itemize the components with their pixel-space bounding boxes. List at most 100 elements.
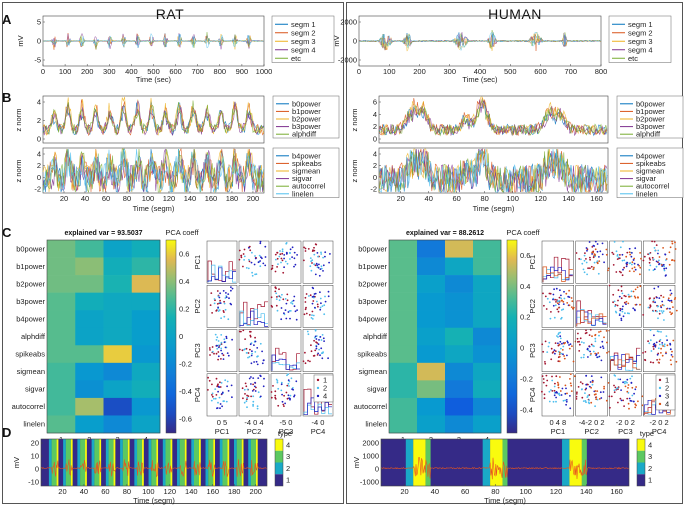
rat-features-top-ytick-label: 0 bbox=[37, 135, 41, 144]
rat-pc-scatter-point bbox=[274, 253, 277, 256]
human-pc-scatter-point bbox=[589, 328, 592, 331]
human-pca-heatmap-cell bbox=[417, 327, 446, 346]
human-pc-scatter-point bbox=[600, 397, 603, 399]
rat-pca-heatmap-feature-label: b1power bbox=[16, 262, 45, 271]
rat-pc-scatter-point bbox=[286, 397, 289, 400]
rat-pc-scatter-point bbox=[315, 345, 318, 348]
human-pc-scatter-point bbox=[630, 290, 633, 293]
rat-classification-colorbar-cell bbox=[275, 450, 283, 463]
rat-pc-scatter-point bbox=[275, 292, 278, 295]
human-pc-scatter-point bbox=[647, 306, 650, 309]
human-pc-scatter-point bbox=[672, 306, 674, 308]
human-pc-scatter-point bbox=[553, 349, 556, 352]
rat-pc-scatter-point bbox=[314, 243, 317, 246]
human-pc-scatter-point bbox=[627, 402, 630, 405]
rat-pc-scatter-point bbox=[293, 257, 296, 260]
rat-pc-scatter-point bbox=[259, 260, 261, 262]
human-pc-scatter-point bbox=[642, 352, 644, 354]
rat-pc-scatter-subplot bbox=[238, 240, 270, 284]
human-pc-scatter-point bbox=[670, 363, 673, 366]
human-pc-scatter-point bbox=[569, 343, 572, 345]
human-pc-scatter-point bbox=[557, 360, 560, 363]
human-features-bottom-feature-trace bbox=[378, 148, 608, 193]
human-pc-scatter-point bbox=[587, 383, 589, 386]
rat-pc-scatter-point bbox=[270, 268, 273, 271]
human-pc-scatter-point bbox=[657, 252, 659, 255]
rat-pc-scatter-point bbox=[223, 341, 226, 344]
rat-classification-type-segment bbox=[105, 439, 109, 486]
rat-pc-scatter-point bbox=[223, 300, 226, 303]
human-pc-scatter-point bbox=[663, 265, 665, 268]
human-pc-scatter-point bbox=[626, 261, 629, 264]
human-features-xtick-label: 120 bbox=[534, 194, 547, 203]
rat-pc-scatter-point bbox=[283, 257, 285, 260]
rat-pc-scatter-point bbox=[257, 377, 260, 379]
rat-pc-scatter-point bbox=[230, 289, 232, 292]
human-raw-signal-xtick-label: 400 bbox=[474, 67, 487, 76]
rat-pc-scatter-point bbox=[304, 362, 307, 365]
human-pc-scatter-point bbox=[631, 252, 633, 254]
rat-pc-scatter-point bbox=[318, 348, 320, 351]
rat-pc-scatter-point bbox=[215, 344, 218, 347]
rat-pca-heatmap-colorbar-tick: -0.6 bbox=[179, 415, 192, 424]
human-pc-scatter-point bbox=[562, 399, 565, 402]
rat-pc-scatter-point bbox=[259, 342, 262, 345]
rat-features-xtick-label: 120 bbox=[163, 194, 176, 203]
human-pc-scatter-point bbox=[592, 350, 595, 353]
rat-pca-heatmap-cell bbox=[47, 415, 76, 434]
human-pc-scatter-point bbox=[656, 310, 658, 313]
human-pc-scatter-point bbox=[619, 397, 622, 400]
rat-classification-type-segment bbox=[162, 439, 166, 486]
rat-pc-scatter-point bbox=[217, 344, 220, 347]
human-features-top-legend-item: b1power bbox=[636, 107, 665, 116]
human-pc-scatter-xlabel: PC4 bbox=[652, 427, 667, 436]
rat-pca-heatmap-cell bbox=[47, 292, 76, 311]
human-pc-scatter-point bbox=[557, 386, 560, 389]
human-pc-scatter-point bbox=[656, 330, 659, 333]
human-classification-type-segment bbox=[490, 439, 503, 486]
rat-raw-signal-ylabel: mV bbox=[16, 35, 25, 46]
rat-classification-colorbar-cell bbox=[275, 439, 283, 451]
human-classification-colorbar-frame bbox=[636, 438, 646, 487]
human-pc-scatter-point bbox=[612, 264, 615, 266]
rat-pc-scatter-point bbox=[320, 265, 323, 268]
human-pc-scatter-point bbox=[543, 397, 546, 400]
human-pc-scatter-point bbox=[555, 301, 557, 303]
rat-pc-scatter-point bbox=[304, 247, 307, 250]
human-pc-scatter-point bbox=[662, 345, 664, 347]
human-pc-scatter-point bbox=[655, 265, 658, 268]
human-pc-scatter-point bbox=[667, 297, 670, 300]
human-pc-scatter-point bbox=[628, 312, 630, 315]
human-pc-scatter-point bbox=[650, 350, 653, 352]
rat-pc-scatter-point bbox=[327, 295, 330, 298]
rat-pc-scatter-point bbox=[323, 304, 326, 307]
human-pc-scatter-point bbox=[658, 343, 661, 346]
rat-pc-scatter-point bbox=[220, 358, 222, 360]
human-pc-scatter-point bbox=[595, 353, 598, 356]
rat-pc-scatter-point bbox=[254, 390, 257, 392]
rat-classification-xtick-label: 100 bbox=[142, 487, 155, 496]
rat-pc-scatter-point bbox=[250, 362, 253, 365]
rat-pc-scatter-point bbox=[215, 309, 218, 311]
rat-pc-scatter-point bbox=[216, 303, 219, 305]
rat-pc-scatter-point bbox=[207, 376, 210, 379]
human-pc-scatter-point bbox=[623, 259, 626, 262]
human-pc-scatter-point bbox=[593, 266, 595, 269]
human-pc-scatter-point bbox=[661, 312, 664, 314]
human-pc-scatter-point bbox=[651, 256, 654, 259]
rat-pc-scatter-subplot bbox=[302, 240, 334, 284]
human-pc-scatter-point bbox=[621, 259, 624, 262]
human-pc-scatter-xtick-label: -4-2 0 2 bbox=[579, 418, 605, 427]
human-pc-scatter-point bbox=[557, 310, 560, 313]
human-pc-scatter-point bbox=[621, 308, 623, 310]
human-pca-heatmap-colorbar-tick: -0.4 bbox=[520, 405, 533, 414]
human-pc-scatter-point bbox=[570, 384, 573, 387]
human-pc-scatter-point bbox=[545, 308, 548, 310]
rat-pc-scatter-point bbox=[304, 250, 307, 252]
human-pca-heatmap-feature-label: sigmean bbox=[359, 367, 387, 376]
human-pc-scatter-point bbox=[658, 297, 661, 299]
human-pc-scatter-point bbox=[620, 317, 623, 320]
rat-pc-scatter-point bbox=[290, 377, 293, 380]
rat-classification-ytick-label: 0 bbox=[35, 465, 39, 474]
rat-pc-scatter-point bbox=[307, 248, 310, 250]
